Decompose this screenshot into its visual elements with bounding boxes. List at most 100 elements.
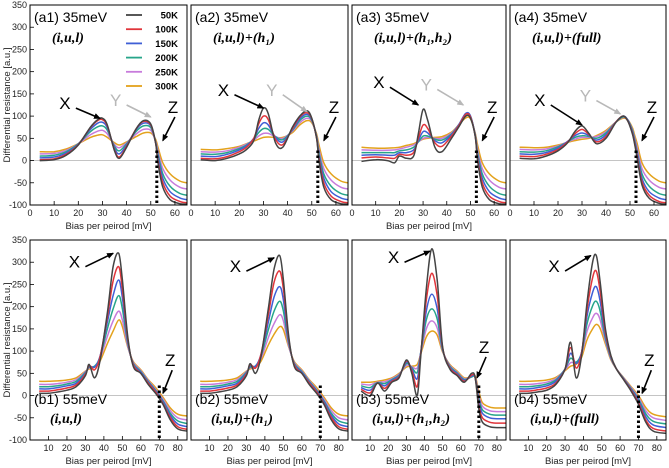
x-tick-label: 10 — [43, 443, 53, 453]
x-axis-label: Bias per peirod [mV] — [386, 456, 472, 467]
panel-b2: 10 20 30 40 50 60 70 80 Bias per peirod [mV] (b2)… — [190, 239, 349, 467]
panel-title: (a3) 35meV — [356, 9, 430, 25]
panel-a1: 0 10 20 30 40 50 60 -100 -50 0 50 100 150 200 250 300 35… — [9, 0, 188, 232]
plot-frame — [509, 239, 667, 441]
panel-formula: (i,u,l)+(h₁,h₂) — [374, 31, 452, 46]
x-tick-label: 20 — [62, 443, 72, 453]
x-tick-label: 50 — [307, 208, 317, 218]
y-tick-label: -50 — [14, 178, 27, 188]
annotation-label-z: Z — [644, 351, 654, 370]
annotation-label-z: Z — [487, 98, 497, 117]
annotation-label-z: Z — [329, 98, 339, 117]
panel-title: (b4) 55meV — [514, 391, 588, 407]
x-tick-label: 70 — [633, 443, 643, 453]
x-tick-label: 80 — [492, 443, 502, 453]
x-tick-label: 80 — [652, 443, 662, 453]
annotation-arrow-x — [404, 250, 431, 263]
x-tick-label: 10 — [210, 208, 220, 218]
x-tick-label: 70 — [474, 443, 484, 453]
annotation-arrow-z — [162, 369, 173, 395]
y-tick-label: 100 — [12, 346, 27, 356]
x-tick-label: 40 — [283, 208, 293, 218]
plot-frame — [351, 239, 507, 441]
x-tick-label: 60 — [649, 208, 659, 218]
annotation-label-y: Y — [110, 91, 121, 110]
panel-formula: (i,u,l)+(h₁) — [213, 31, 275, 46]
y-tick-label: 50 — [17, 368, 27, 378]
annotation-label-x: X — [534, 91, 545, 110]
y-tick-label: 200 — [12, 67, 27, 77]
x-tick-label: 40 — [260, 443, 270, 453]
annotation-label-y: Y — [580, 87, 591, 106]
panel-formula: (i,u,l)+(full) — [532, 31, 601, 46]
series-line-50K — [200, 106, 348, 205]
x-tick-label: 60 — [331, 208, 341, 218]
annotation-arrow-x — [246, 257, 276, 272]
y-tick-label: 0 — [22, 156, 27, 166]
x-tick-label: 50 — [465, 208, 475, 218]
legend-label: 200K — [155, 53, 178, 64]
x-tick-label: 30 — [577, 208, 587, 218]
annotation-arrow-x — [389, 86, 420, 106]
annotation-label-x: X — [69, 253, 80, 272]
annotation-label-x: X — [59, 94, 70, 113]
y-tick-label: 300 — [12, 257, 27, 267]
annotation-label-y: Y — [266, 81, 277, 100]
x-tick-label: 50 — [146, 208, 156, 218]
y-tick-label: 200 — [12, 302, 27, 312]
annotation-arrow-x — [75, 107, 101, 120]
x-tick-label: 0 — [349, 208, 354, 218]
legend-label: 150K — [155, 39, 178, 50]
plot-frame — [190, 239, 349, 441]
series-line-300K — [361, 116, 506, 184]
annotation-label-z: Z — [647, 98, 657, 117]
annotation-arrow-y — [126, 104, 152, 118]
annotation-arrow-z — [641, 369, 653, 395]
x-tick-label: 50 — [597, 443, 607, 453]
annotation-label-x: X — [373, 73, 384, 92]
panel-b3: 10 20 30 40 50 60 70 80 Bias per peirod [mV] (b3)… — [351, 239, 507, 467]
y-tick-label: 150 — [12, 324, 27, 334]
x-tick-label: 30 — [80, 443, 90, 453]
x-axis-label: Bias per peirod [mV] — [545, 456, 631, 467]
series-line-100K — [39, 118, 187, 204]
x-tick-label: 50 — [278, 443, 288, 453]
x-axis-label: Bias per peirod [mV] — [65, 456, 151, 467]
x-tick-label: 40 — [442, 208, 452, 218]
x-tick-label: 10 — [371, 208, 381, 218]
y-tick-label: 350 — [12, 235, 27, 245]
x-tick-label: 30 — [401, 443, 411, 453]
plot-frame — [190, 4, 349, 206]
annotation-label-y: Y — [421, 75, 432, 94]
y-tick-label: 300 — [12, 22, 27, 32]
x-axis-label: Bias per peirod [mV] — [65, 221, 151, 232]
y-tick-label: 150 — [12, 89, 27, 99]
panel-a3: 0 10 20 30 40 50 60 Bias per peirod [mV] (a3) 35… — [349, 4, 507, 232]
annotation-arrow-z — [481, 116, 495, 142]
series-line-50K — [360, 248, 506, 429]
x-tick-label: 0 — [27, 208, 32, 218]
annotation-label-x: X — [218, 81, 229, 100]
x-tick-label: 50 — [117, 443, 127, 453]
y-axis-label-bottom: Differential resistance [a.u.] — [2, 283, 13, 398]
x-tick-label: 30 — [97, 208, 107, 218]
annotation-arrow-z — [476, 356, 487, 379]
x-tick-label: 60 — [170, 208, 180, 218]
panel-formula: (i,u,l) — [52, 31, 84, 46]
legend-label: 250K — [155, 67, 178, 78]
x-tick-label: 40 — [122, 208, 132, 218]
panel-formula: (i,u,l)+(h₁) — [211, 412, 273, 427]
x-tick-label: 80 — [334, 443, 344, 453]
y-tick-label: 50 — [17, 133, 27, 143]
legend-label: 50K — [161, 11, 179, 22]
annotation-arrow-x — [234, 94, 265, 109]
annotation-arrow-x — [564, 254, 592, 272]
panel-b1: 10 20 30 40 50 60 70 80 -100 -50 0 50 100 150 200 250 30… — [9, 235, 188, 467]
x-tick-label: 30 — [418, 208, 428, 218]
x-tick-label: 40 — [419, 443, 429, 453]
series-line-50K — [39, 117, 187, 205]
x-tick-label: 20 — [394, 208, 404, 218]
panel-formula: (i,u,l)+(h₁,h₂) — [372, 412, 450, 427]
x-tick-label: 10 — [204, 443, 214, 453]
series-line-200K — [200, 115, 348, 196]
